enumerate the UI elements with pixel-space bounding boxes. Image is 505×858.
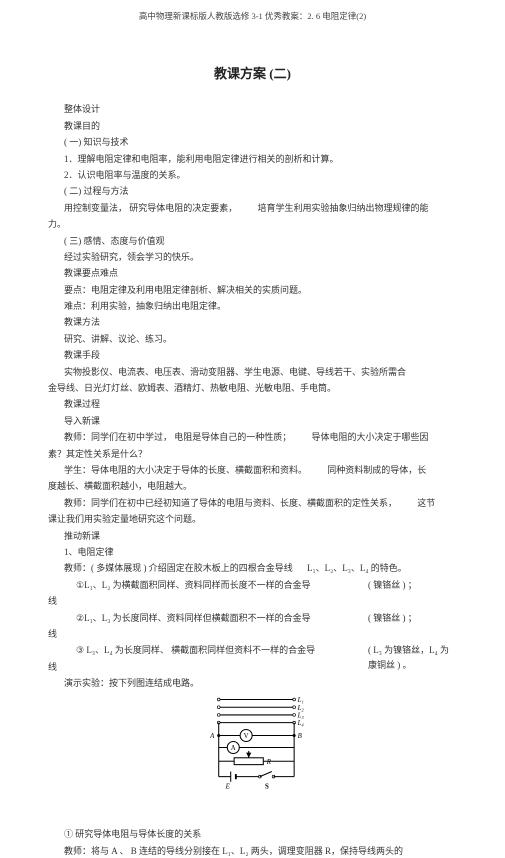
line: 演示实验：按下列图连结成电路。 [48,676,457,690]
line: 课让我们用实验定量地研究这个问题。 [48,512,457,526]
svg-text:L₃: L₃ [296,713,304,720]
line: 学生：导体电阻的大小决定于导体的长度、横截面积和资料。 同种资料制成的导体，长 [48,463,457,477]
line: 推动新课 [48,529,457,543]
line-seg: 培育学生利用实验抽象归纳出物理规律的能 [258,203,429,213]
line-seg: 教师：同学们在初中已经初知道了导体的电阻与资料、长度、横截面积的定性关系， [64,498,397,508]
line: 素？其定性关系是什么？ [48,447,457,461]
line: 导入新课 [48,414,457,428]
line: 度越长、横截面积越小，电阻越大。 [48,479,457,493]
right-note: ( 镍铬丝 ) ； [368,578,417,592]
svg-text:L₂: L₂ [296,705,304,712]
line: 要点：电阻定律及利用电阻定律剖析、解决相关的实质问题。 [48,283,457,297]
page-title: 教课方案 (二) [48,64,457,85]
right-note: ( 镍铬丝 ) ； [368,611,417,625]
line: ( 三) 感情、态度与价值观 [48,234,457,248]
svg-text:A: A [209,734,215,741]
line: 教课要点难点 [48,266,457,280]
line: 教课目的 [48,119,457,133]
svg-text:L₄: L₄ [296,721,304,728]
line: 1．理解电阻定律和电阻率，能利用电阻定律进行相关的剖析和计算。 [48,152,457,166]
line: 教课手段 [48,348,457,362]
line: 金导线、日光灯灯丝、欧姆表、酒精灯、热敏电阻、光敏电阻、手电筒。 [48,381,457,395]
line-seg: 导体电阻的大小决定于哪些因 [312,432,429,442]
line: 研究、讲解、议论、练习。 [48,332,457,346]
svg-text:L₁: L₁ [296,698,303,705]
line: 教师：同学们在初中已经初知道了导体的电阻与资料、长度、横截面积的定性关系， 这节 [48,496,457,510]
line: 力。 [48,217,457,231]
line: 2．认识电阻率与温度的关系。 [48,168,457,182]
line: ( 一) 知识与技术 [48,135,457,149]
line-seg: 用控制变量法， 研究导体电阻的决定要素， [64,203,237,213]
svg-text:R: R [265,759,271,766]
svg-text:V: V [243,734,248,741]
svg-text:A: A [230,746,235,753]
line: 经过实验研究，领会学习的快乐。 [48,250,457,264]
line: 教师：( 多媒体展现 ) 介绍固定在胶木板上的四根合金导线 L₁、L₂、L₃、L… [48,561,457,575]
line-seg: L₁、L₂、L₃、L₄ 的特色。 [307,563,407,573]
line: 难点：利用实验，抽象归纳出电阻定律。 [48,299,457,313]
line-seg: 教师：( 多媒体展现 ) 介绍固定在胶木板上的四根合金导线 [64,563,293,573]
line: 教课方法 [48,315,457,329]
line: ① 研究导体电阻与导体长度的关系 [48,827,457,841]
line: ( 二) 过程与方法 [48,184,457,198]
circuit-diagram: L₁L₂L₃L₄ A B V A R E S [193,694,313,789]
line: 实物投影仪、电流表、电压表、滑动变阻器、学生电源、电键、导线若干、实验所需合 [48,365,457,379]
svg-text:B: B [297,734,302,741]
right-note: ( L₃ 为镍铬丝，L₄ 为康铜丝 ) 。 [368,643,457,672]
line: 教师：将与 A 、 B 连结的导线分别接在 L₁、L₂ 两头，调理变阻器 R，保… [48,844,457,858]
svg-text:E: E [224,784,230,789]
line-seg: 教师：同学们在初中学过， 电阻是导体自己的一种性质； [64,432,291,442]
line: 线 [48,627,457,641]
line: 教课过程 [48,397,457,411]
line: 线 [48,594,457,608]
line: 1、电阻定律 [48,545,457,559]
page-header: 高中物理新课标版人教版选修 3-1 优秀教案：2. 6 电阻定律(2) [48,10,457,24]
line-seg: 这节 [417,498,435,508]
line-seg: 同种资料制成的导体，长 [327,465,426,475]
line-seg: 学生：导体电阻的大小决定于导体的长度、横截面积和资料。 [64,465,307,475]
line: 整体设计 [48,102,457,116]
svg-text:S: S [265,784,269,789]
line: 用控制变量法， 研究导体电阻的决定要素， 培育学生利用实验抽象归纳出物理规律的能 [48,201,457,215]
line: 教师：同学们在初中学过， 电阻是导体自己的一种性质； 导体电阻的大小决定于哪些因 [48,430,457,444]
